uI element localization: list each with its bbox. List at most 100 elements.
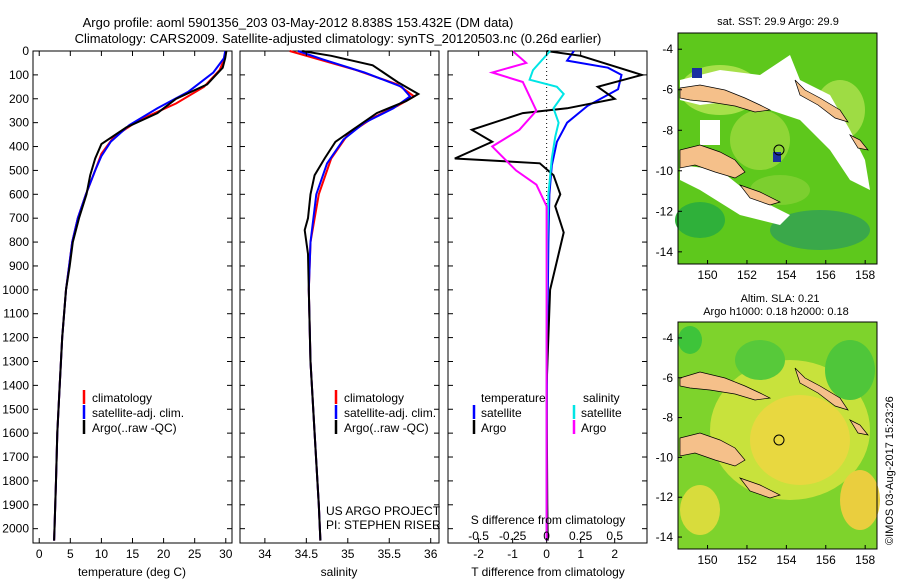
- sla-patch: [680, 485, 720, 535]
- map-y-tick-label: -6: [662, 371, 673, 385]
- x-tick-label: 34.5: [295, 547, 319, 561]
- x-tick-label: -2: [473, 547, 484, 561]
- map-y-tick-label: -10: [656, 450, 674, 464]
- y-tick-label: 0: [22, 44, 29, 58]
- sla-map: Altim. SLA: 0.21 Argo h1000: 0.18 h2000:…: [656, 293, 880, 567]
- sst-cold-pixel: [773, 152, 781, 162]
- legend-salinity-title: salinity: [583, 391, 620, 405]
- y-tick-label: 1600: [2, 426, 29, 440]
- map-x-tick-label: 152: [737, 553, 757, 567]
- sla-patch: [678, 326, 702, 354]
- salinity-panel: 34 34.5 35 35.5 36 salinity climatology sate…: [239, 50, 441, 579]
- x-tick-label: 0: [543, 547, 550, 561]
- map-x-tick-label: 154: [776, 268, 796, 282]
- map-y-tick-label: -10: [656, 164, 674, 178]
- y-tick-label: 1200: [2, 331, 29, 345]
- y-tick-label: 400: [9, 140, 29, 154]
- x-tick-label: 36: [424, 547, 438, 561]
- map-y-tick-label: -14: [656, 245, 674, 259]
- x-tick-label: 1: [577, 547, 584, 561]
- temperature-legend: climatology satellite-adj. clim. Argo(..…: [82, 390, 184, 435]
- x-tick-label: 0: [36, 547, 43, 561]
- map-y-tick-label: -12: [656, 204, 674, 218]
- legend-s-satellite: satellite: [581, 406, 622, 420]
- x-tick-label: 35.5: [378, 547, 402, 561]
- island-land: [849, 134, 869, 151]
- y-tick-label: 1500: [2, 402, 29, 416]
- x-tick-label: 10: [95, 547, 109, 561]
- papua-land: [679, 432, 746, 467]
- legend-climatology: climatology: [344, 391, 404, 405]
- map-y-tick-label: -8: [662, 411, 673, 425]
- new-guinea-land: [679, 371, 772, 401]
- title-line-1: Argo profile: aoml 5901356_203 03-May-20…: [83, 15, 514, 30]
- x-tick-label: 15: [126, 547, 140, 561]
- salinity-xlabel: salinity: [321, 565, 358, 579]
- imos-credit: ©IMOS 03-Aug-2017 15:23:26: [884, 396, 896, 545]
- legend-climatology: climatology: [92, 391, 152, 405]
- y-tick-label: 700: [9, 211, 29, 225]
- x-tick-label: 30: [219, 547, 233, 561]
- title-line-2: Climatology: CARS2009. Satellite-adjuste…: [75, 31, 602, 46]
- sst-mask: [680, 165, 790, 225]
- difference-panel: -2 -1 0 1 2 -0.5 -0.25 0 0.25 0.5 S difference fr…: [447, 50, 648, 579]
- legend-t-satellite: satellite: [481, 406, 522, 420]
- y-tick-label: 1900: [2, 498, 29, 512]
- map-x-tick-label: 158: [855, 553, 875, 567]
- sst-cold-pixel: [692, 68, 702, 78]
- map-y-tick-label: -14: [656, 530, 674, 544]
- sla-patch: [825, 340, 875, 400]
- y-tick-label: 900: [9, 259, 29, 273]
- island-land: [849, 419, 869, 436]
- map-y-tick-label: -4: [662, 42, 673, 56]
- y-tick-label: 2000: [2, 522, 29, 536]
- new-britain-land: [794, 79, 849, 123]
- x-tick-label: 35: [341, 547, 355, 561]
- sst-map: sat. SST: 29.9 Argo: 29.9 150 152 154 156 1: [656, 16, 878, 282]
- legend-s-argo: Argo: [581, 421, 607, 435]
- map-y-tick-label: -6: [662, 83, 673, 97]
- sst-land: [679, 79, 869, 206]
- y-tick-label: 600: [9, 187, 29, 201]
- s-tick-label: 0: [543, 529, 550, 543]
- y-tick-label: 100: [9, 68, 29, 82]
- map-x-tick-label: 150: [698, 553, 718, 567]
- map-x-tick-label: 158: [855, 268, 875, 282]
- s-tick-label: -0.5: [468, 529, 489, 543]
- map-x-tick-label: 154: [776, 553, 796, 567]
- series-argo: [53, 50, 228, 541]
- sla-map-frame: [677, 321, 878, 550]
- project-annotation: US ARGO PROJECT: [326, 504, 441, 518]
- legend-satellite: satellite-adj. clim.: [92, 406, 184, 420]
- sst-mask: [680, 55, 870, 190]
- island-land: [739, 184, 781, 206]
- y-tick-label: 1000: [2, 283, 29, 297]
- sst-patch: [770, 210, 870, 250]
- temperature-xlabel: temperature (deg C): [78, 565, 186, 579]
- x-tick-label: 5: [67, 547, 74, 561]
- map-y-tick-label: -8: [662, 123, 673, 137]
- sla-patch: [735, 340, 785, 380]
- legend-argo: Argo(..raw -QC): [92, 421, 177, 435]
- sla-patch: [840, 470, 880, 530]
- sla-patch: [750, 395, 850, 485]
- sla-map-title-1: Altim. SLA: 0.21: [741, 293, 820, 305]
- x-tick-label: 2: [611, 547, 618, 561]
- y-tick-label: 200: [9, 92, 29, 106]
- y-tick-label: 1800: [2, 474, 29, 488]
- sst-map-title: sat. SST: 29.9 Argo: 29.9: [717, 16, 839, 28]
- map-y-tick-label: -4: [662, 331, 673, 345]
- sst-no-data: [680, 55, 870, 225]
- x-tick-label: 25: [188, 547, 202, 561]
- y-tick-label: 800: [9, 235, 29, 249]
- s-difference-xlabel: S difference from climatology: [471, 513, 626, 527]
- map-y-tick-label: -12: [656, 490, 674, 504]
- series-t-argo: [454, 50, 646, 541]
- y-tick-label: 1300: [2, 354, 29, 368]
- map-x-tick-label: 156: [816, 553, 836, 567]
- series-s-argo: [488, 50, 548, 541]
- s-tick-label: 0.5: [606, 529, 623, 543]
- sst-patch: [675, 202, 725, 238]
- y-tick-label: 500: [9, 163, 29, 177]
